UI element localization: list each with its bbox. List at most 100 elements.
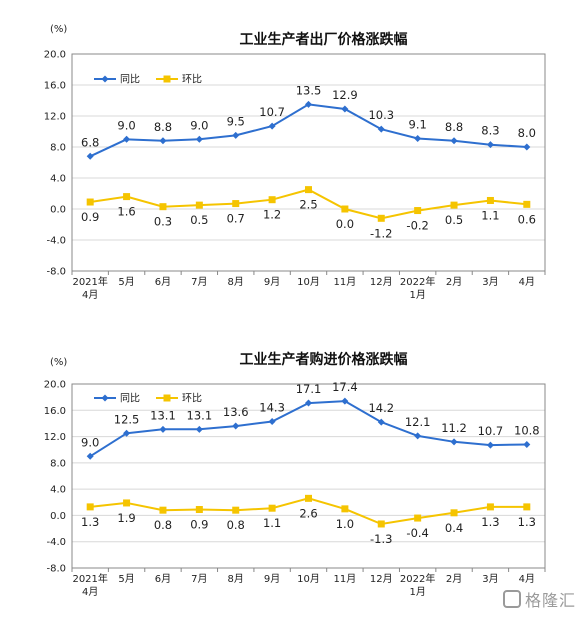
- chart-ppi-purchase: 工业生产者购进价格涨跌幅 (%) 20.0 16.0 12.0 8.0 4.0 0.0 -4.0…: [44, 351, 546, 598]
- x-tick-label: 12月: [370, 573, 393, 585]
- y-tick-label: 4.0: [50, 174, 66, 185]
- data-label: 1.1: [481, 208, 499, 222]
- data-point: [414, 432, 422, 440]
- data-point: [86, 503, 94, 511]
- chart-ppi-output: 工业生产者出厂价格涨跌幅 (%) 20.0 16.0 12.0 8.0 4.0 0.0 -4.0…: [44, 24, 546, 301]
- y-tick-label: 12.0: [44, 112, 66, 123]
- y-tick-label: -4.0: [46, 236, 66, 247]
- y-tick-label: -8.0: [46, 564, 66, 575]
- data-label: 9.0: [190, 118, 208, 132]
- data-point: [414, 207, 422, 215]
- legend-label: 环比: [182, 393, 202, 405]
- y-tick-label: 4.0: [50, 485, 66, 496]
- data-label: 1.6: [117, 205, 135, 219]
- data-point: [523, 503, 531, 511]
- data-point: [523, 200, 531, 208]
- x-tick-label: 9月: [264, 573, 280, 585]
- data-label: -0.2: [406, 219, 428, 233]
- data-point: [414, 134, 422, 142]
- data-label: 2.5: [299, 198, 317, 212]
- data-label: 1.3: [518, 515, 536, 529]
- data-point: [195, 201, 203, 209]
- data-point: [123, 429, 131, 437]
- y-tick-label: 8.0: [50, 458, 66, 469]
- data-label: 10.7: [478, 424, 504, 438]
- x-tick-label: 8月: [228, 573, 244, 585]
- data-label: 0.7: [227, 212, 245, 226]
- data-point: [377, 418, 385, 426]
- data-label: 8.8: [445, 120, 463, 134]
- data-label: 8.3: [481, 124, 499, 138]
- data-point: [414, 514, 422, 522]
- data-point: [123, 135, 131, 143]
- data-label: 8.8: [154, 120, 172, 134]
- data-point: [377, 125, 385, 133]
- data-point: [195, 135, 203, 143]
- y-tick-label: 0.0: [50, 511, 66, 522]
- x-tick-label: 2021年: [72, 275, 107, 288]
- x-tick-label: 8月: [228, 276, 244, 288]
- data-point: [486, 441, 494, 449]
- data-label: 9.0: [81, 435, 99, 449]
- y-tick-label: 16.0: [44, 81, 66, 92]
- data-label: 12.9: [332, 88, 358, 102]
- data-label: 1.2: [263, 208, 281, 222]
- data-point: [341, 205, 349, 213]
- data-label: 11.2: [441, 421, 467, 435]
- x-tick-label: 7月: [191, 573, 207, 585]
- x-tick-label: 3月: [482, 573, 498, 585]
- y-tick-label: 20.0: [44, 380, 66, 391]
- data-label: 13.1: [150, 408, 176, 422]
- data-point: [305, 399, 312, 407]
- data-label: 0.5: [445, 213, 463, 227]
- x-tick-label: 6月: [155, 276, 171, 288]
- data-label: 0.5: [190, 213, 208, 227]
- y-tick-label: 8.0: [50, 143, 66, 154]
- data-label: 14.3: [259, 400, 285, 414]
- legend-label: 环比: [182, 74, 202, 86]
- x-tick-label: 2月: [446, 276, 462, 288]
- x-tick-label: 6月: [155, 573, 171, 585]
- y-tick-label: -8.0: [46, 267, 66, 278]
- data-point: [450, 438, 458, 446]
- data-point: [486, 141, 494, 149]
- data-label: 17.4: [332, 380, 358, 394]
- chart-title: 工业生产者出厂价格涨跌幅: [240, 31, 408, 48]
- data-label: 10.7: [259, 105, 285, 119]
- x-tick-label: 2022年: [400, 572, 435, 585]
- x-tick-label: 11月: [334, 276, 357, 288]
- data-point: [450, 137, 458, 145]
- data-label: 14.2: [368, 401, 394, 415]
- data-point: [159, 425, 167, 433]
- data-label: 17.1: [296, 382, 322, 396]
- watermark-text: 格隆汇: [524, 591, 576, 610]
- data-point: [232, 422, 240, 430]
- x-tick-label: 3月: [482, 276, 498, 288]
- data-point: [341, 397, 349, 405]
- data-point: [86, 198, 94, 206]
- data-label: 6.8: [81, 135, 99, 149]
- y-unit-label: (%): [50, 357, 67, 368]
- watermark: 格隆汇: [502, 587, 576, 611]
- x-tick-label: 2021年: [72, 572, 107, 585]
- data-point: [486, 196, 494, 204]
- plot-frame: [71, 53, 546, 272]
- data-label: 13.5: [296, 83, 322, 97]
- x-tick-label: 1月: [409, 289, 425, 301]
- x-tick-label: 4月: [519, 276, 535, 288]
- data-point: [377, 214, 385, 222]
- data-point: [305, 186, 312, 194]
- data-point: [123, 499, 131, 507]
- data-point: [268, 504, 276, 512]
- x-tick-label: 9月: [264, 276, 280, 288]
- data-point: [268, 417, 276, 425]
- data-label: -0.4: [406, 526, 428, 540]
- legend-marker: [163, 75, 171, 83]
- data-label: -1.3: [370, 532, 392, 546]
- x-tick-label: 4月: [82, 289, 98, 301]
- gelonghui-logo-icon: [502, 590, 521, 608]
- data-point: [159, 203, 167, 211]
- legend-marker: [101, 75, 109, 83]
- data-label: 1.3: [81, 515, 99, 529]
- data-point: [450, 509, 458, 517]
